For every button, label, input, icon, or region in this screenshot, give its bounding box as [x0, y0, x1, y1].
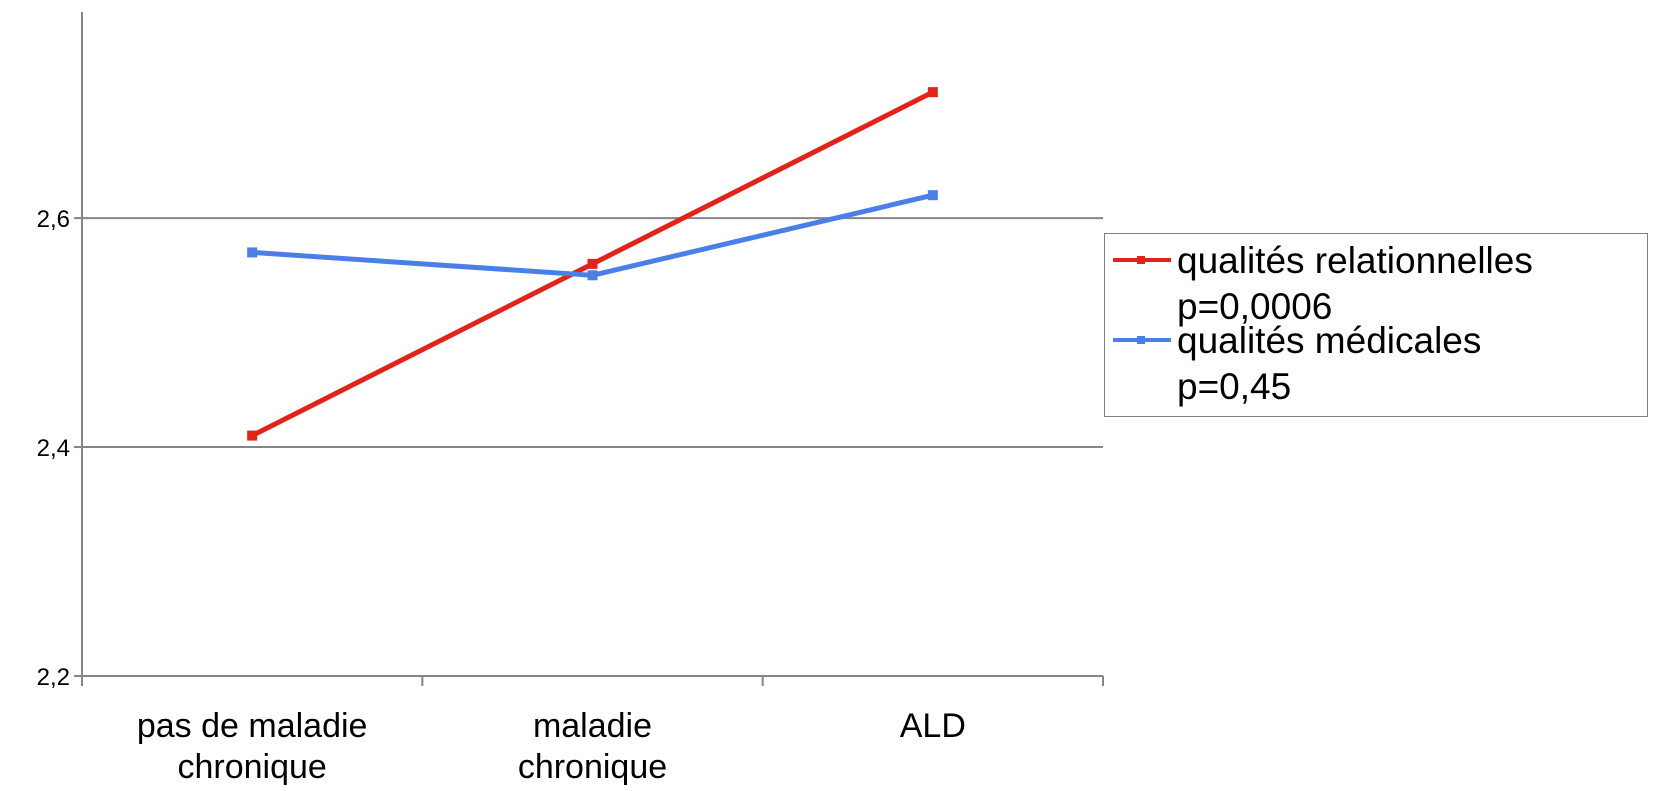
legend-series-note: p=0,45 — [1177, 366, 1292, 407]
x-tick-label: maladie — [533, 707, 652, 745]
legend-series-name: qualités médicales — [1177, 320, 1482, 361]
x-tick-label: ALD — [900, 707, 966, 745]
x-tick-label: chronique — [177, 748, 326, 786]
series-lines — [247, 87, 938, 441]
legend-series-name: qualités relationnelles — [1177, 240, 1533, 281]
legend-label-relationnelles: qualités relationnelles p=0,0006 — [1177, 238, 1533, 330]
y-tick-label: 2,6 — [37, 206, 70, 233]
y-tick-label: 2,4 — [37, 435, 70, 462]
axes — [74, 12, 1104, 686]
x-tick-label: pas de maladie — [137, 707, 368, 745]
data-point — [587, 270, 598, 281]
data-point — [247, 247, 258, 258]
data-point — [587, 258, 598, 269]
y-tick-label: 2,2 — [37, 664, 70, 691]
x-tick-label: chronique — [518, 748, 667, 786]
gridlines — [82, 217, 1103, 449]
legend-label-medicales: qualités médicales p=0,45 — [1177, 318, 1481, 410]
data-point — [927, 190, 938, 201]
data-point — [927, 87, 938, 98]
legend: qualités relationnelles p=0,0006 qualité… — [1104, 233, 1648, 417]
legend-marker-icon — [1137, 256, 1145, 264]
legend-swatch-relationnelles — [1113, 256, 1171, 264]
legend-marker-icon — [1137, 336, 1145, 344]
data-point — [247, 430, 258, 441]
legend-series-note: p=0,0006 — [1177, 286, 1333, 327]
legend-swatch-medicales — [1113, 336, 1171, 344]
